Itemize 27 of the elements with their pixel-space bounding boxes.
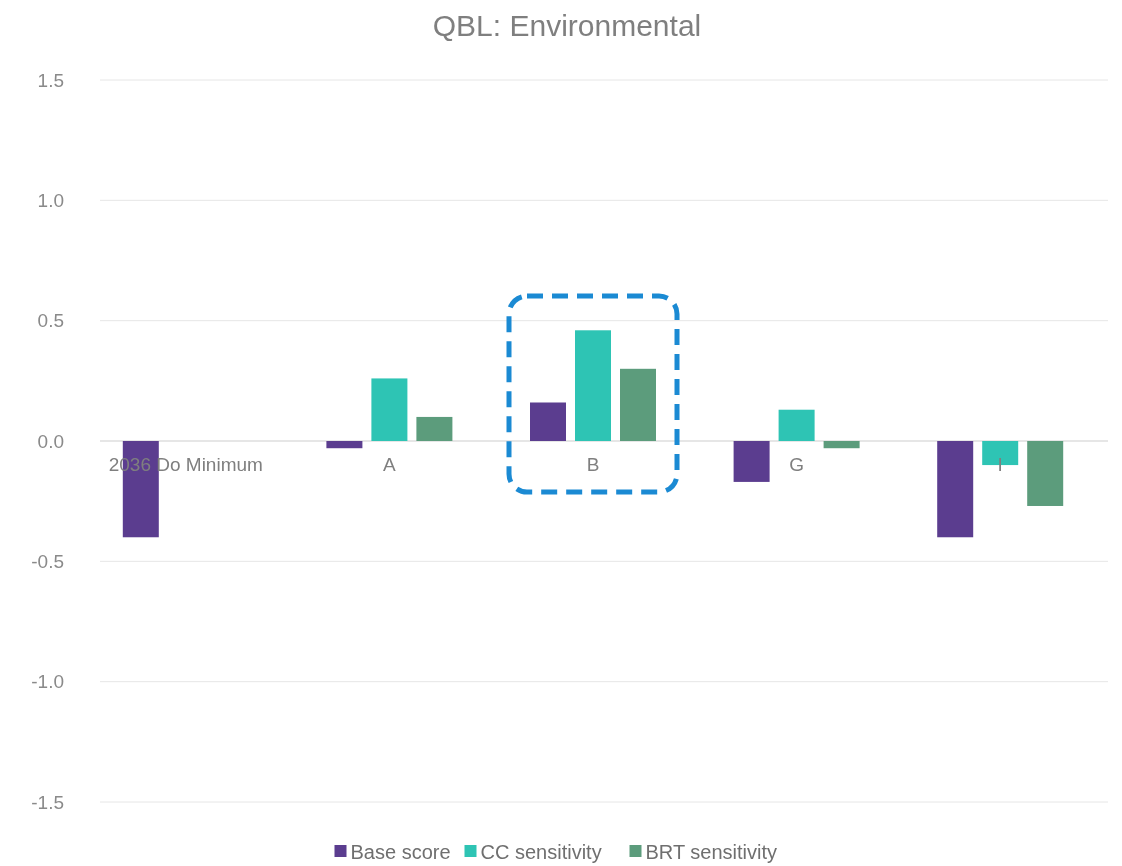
y-tick-label: -1.0 [31, 671, 64, 693]
x-tick-label: I [997, 454, 1003, 475]
bar [937, 441, 974, 538]
bar [620, 368, 656, 441]
legend-label: BRT sensitivity [645, 841, 778, 863]
y-tick-label: 1.5 [37, 69, 64, 91]
bar [982, 441, 1019, 466]
y-tick-label: -0.5 [31, 550, 64, 572]
y-tick-label: 1.0 [37, 189, 64, 211]
chart-title: QBL: Environmental [432, 9, 702, 42]
bar [778, 409, 815, 441]
bar [823, 441, 860, 449]
legend-label: Base score [350, 841, 451, 863]
bar [371, 378, 408, 441]
bar [416, 416, 453, 441]
bar [326, 441, 363, 449]
x-tick-label: B [586, 454, 600, 475]
legend-label: CC sensitivity [480, 841, 602, 863]
y-tick-label: 0.5 [37, 310, 64, 332]
bar [575, 330, 611, 441]
y-tick-label: -1.5 [31, 791, 64, 813]
x-tick-label: A [383, 454, 397, 475]
bar [733, 441, 770, 482]
x-tick-label: G [789, 454, 804, 475]
y-tick-label: 0.0 [37, 430, 64, 452]
bar [1027, 441, 1064, 506]
bar [530, 402, 566, 441]
